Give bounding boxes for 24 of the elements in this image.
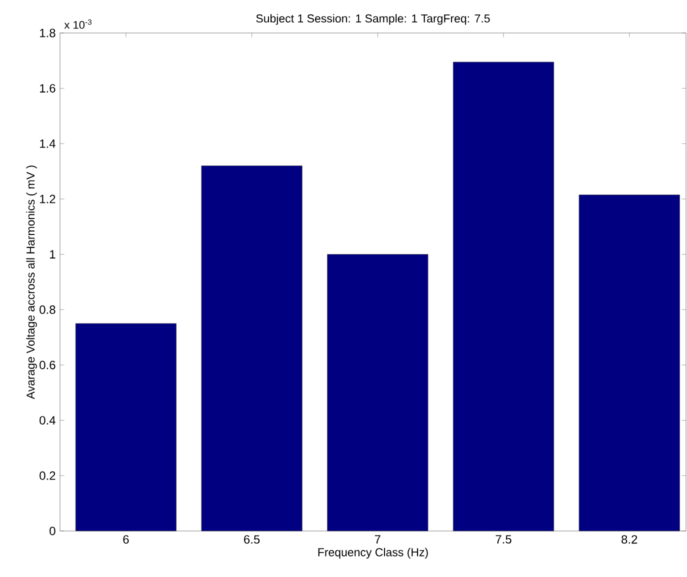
x-tick-label: 6 <box>123 535 129 544</box>
y-tick-label: 0.4 <box>40 416 56 425</box>
y-tick-label: 0.6 <box>40 360 56 370</box>
bar <box>75 323 176 532</box>
x-axis-title: Frequency Class (Hz) <box>318 548 428 559</box>
x-tick-label: 7.5 <box>496 535 512 544</box>
bar <box>578 194 680 532</box>
x-tick-label: 6.5 <box>244 535 260 544</box>
y-tick-label: 1.2 <box>40 194 56 204</box>
x-tick-label: 8.2 <box>622 535 638 544</box>
bar <box>452 62 554 532</box>
x-tick-label: 7 <box>374 535 380 544</box>
text: x 10$^{-3}$ <box>64 19 92 29</box>
y-tick-label: 0 <box>50 526 56 536</box>
y-tick-label: 1.8 <box>40 28 56 38</box>
y-tick-label: 1 <box>50 250 56 258</box>
chart-title: Subject 1 Session: 1 Sample: 1 TargFreq: 7.5 <box>256 14 490 25</box>
y-axis-title: Avarage Voltage accross all Harmonics ( mV ) <box>26 166 37 400</box>
bar <box>201 166 302 532</box>
y-tick-label: 1.6 <box>40 84 56 93</box>
y-tick-label: 1.4 <box>40 140 56 148</box>
y-tick-label: 0.8 <box>40 305 56 314</box>
y-tick-label: 0.2 <box>40 471 56 480</box>
bar <box>327 254 428 532</box>
